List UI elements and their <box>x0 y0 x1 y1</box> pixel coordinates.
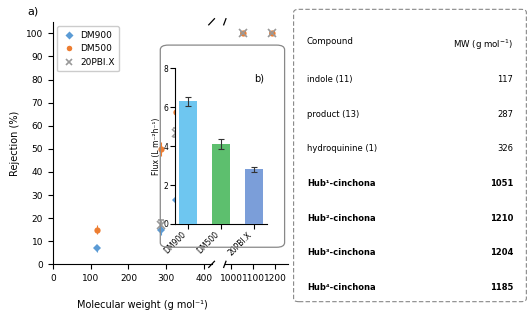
Text: product (13): product (13) <box>307 110 359 119</box>
Text: 1210: 1210 <box>490 214 513 223</box>
Text: Molecular weight (g mol⁻¹): Molecular weight (g mol⁻¹) <box>77 300 208 310</box>
Text: hydroquinine (1): hydroquinine (1) <box>307 144 377 153</box>
Text: Hub¹-cinchona: Hub¹-cinchona <box>307 179 375 188</box>
Text: 1204: 1204 <box>490 248 513 258</box>
Y-axis label: Flux (L m⁻²h⁻¹): Flux (L m⁻²h⁻¹) <box>152 118 161 175</box>
Text: indole (11): indole (11) <box>307 75 352 84</box>
Text: b): b) <box>254 73 264 83</box>
Bar <box>212 144 230 224</box>
Text: 1051: 1051 <box>490 179 513 188</box>
Text: Hub²-cinchona: Hub²-cinchona <box>307 214 376 223</box>
Legend: DM900, DM500, 20PBI.X: DM900, DM500, 20PBI.X <box>58 26 119 71</box>
Text: 1185: 1185 <box>490 283 513 292</box>
Text: Compound: Compound <box>307 37 354 46</box>
Y-axis label: Rejection (%): Rejection (%) <box>11 110 21 176</box>
Bar <box>179 101 197 224</box>
Bar <box>245 169 263 224</box>
Text: MW (g mol$^{-1}$): MW (g mol$^{-1}$) <box>453 37 513 52</box>
Text: 287: 287 <box>497 110 513 119</box>
Text: 117: 117 <box>497 75 513 84</box>
Text: Hub³-cinchona: Hub³-cinchona <box>307 248 375 258</box>
Text: 326: 326 <box>497 144 513 153</box>
Text: Hub⁴-cinchona: Hub⁴-cinchona <box>307 283 376 292</box>
Text: a): a) <box>28 7 39 17</box>
